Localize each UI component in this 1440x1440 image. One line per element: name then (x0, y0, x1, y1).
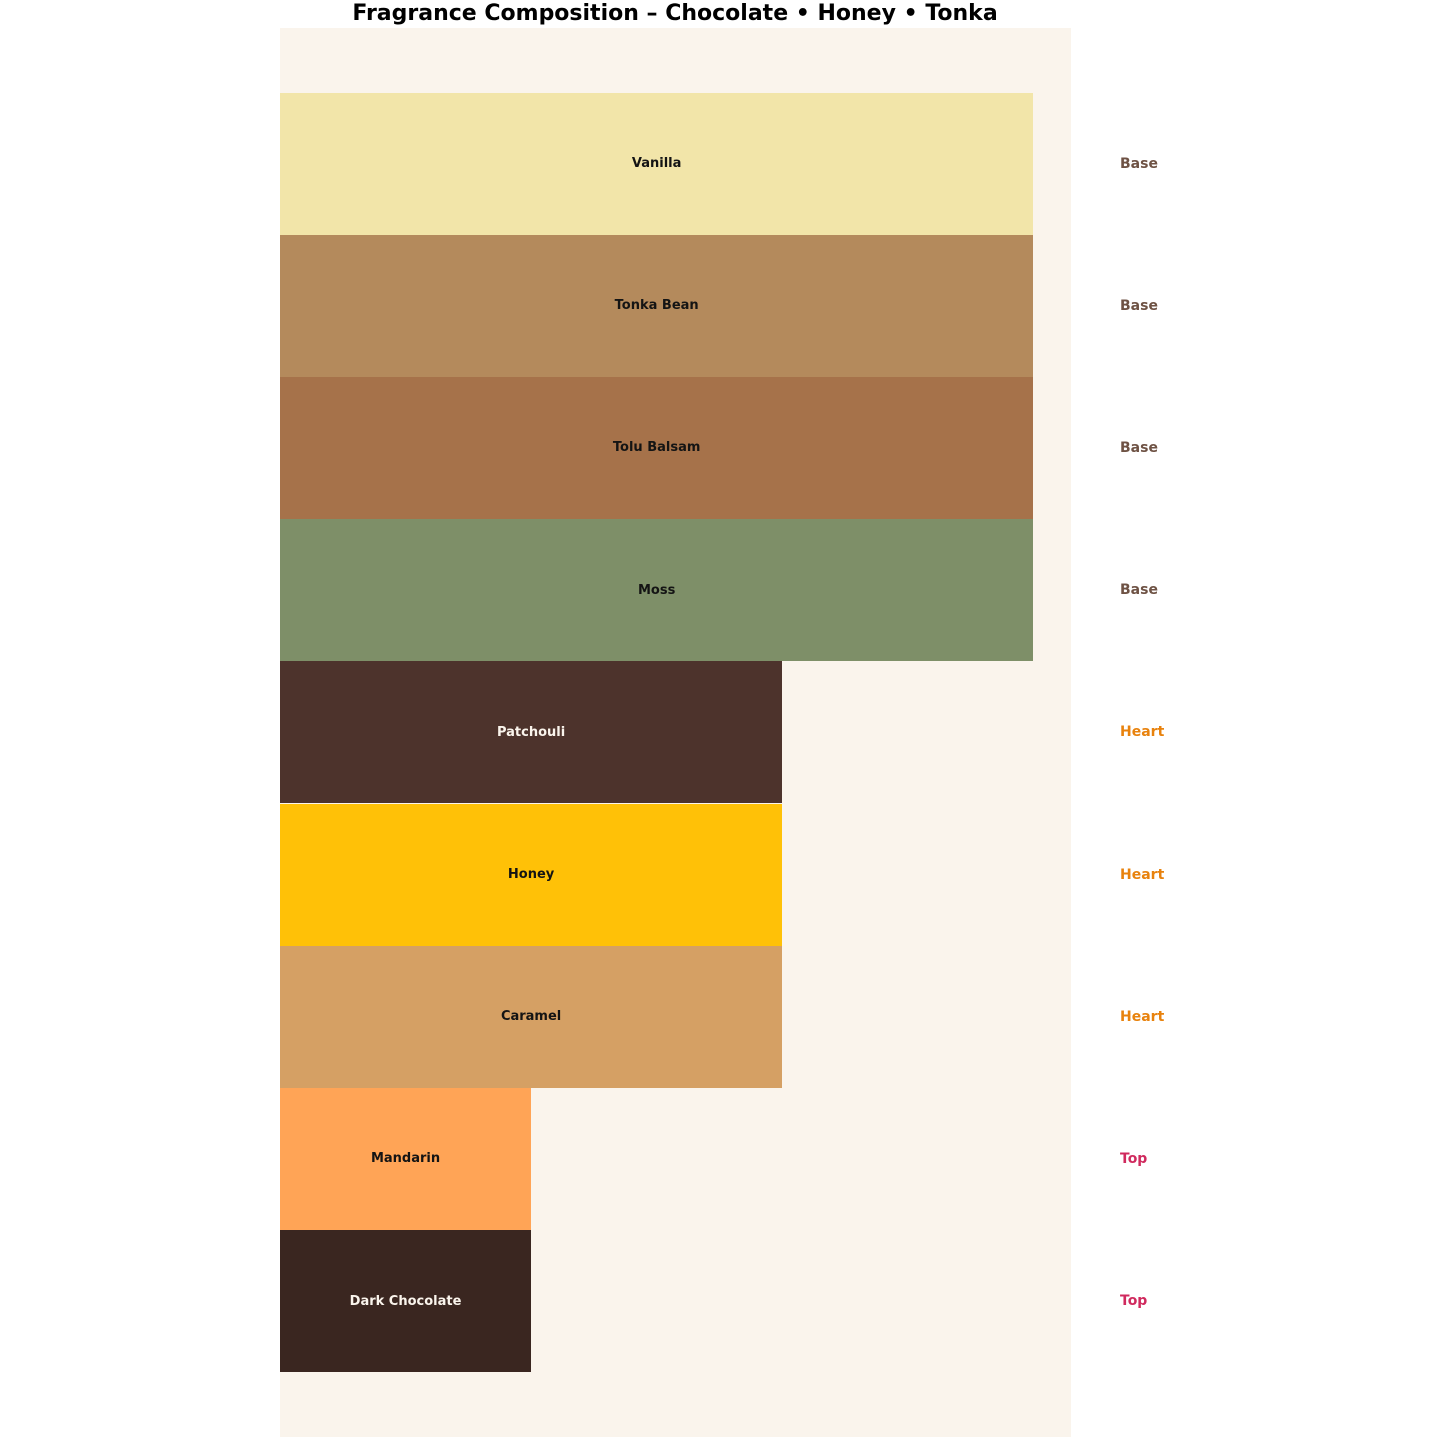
bar-label-moss: Moss (637, 582, 676, 598)
group-label-base-3: Base (1120, 582, 1158, 599)
group-label-heart-5: Heart (1120, 866, 1165, 883)
bar-mandarin: Mandarin (280, 1087, 532, 1231)
group-label-top-8: Top (1120, 1293, 1148, 1310)
chart-title: Fragrance Composition – Chocolate • Hone… (352, 1, 998, 26)
group-labels-column: Base Base Base Base Heart Heart Heart Top Top (1120, 0, 1440, 1440)
group-label-heart-4: Heart (1120, 724, 1165, 741)
bar-tolu-balsam: Tolu Balsam (280, 376, 1034, 520)
group-label-top-7: Top (1120, 1151, 1148, 1167)
bar-moss: Moss (280, 519, 1034, 662)
bar-label-honey: Honey (507, 867, 555, 883)
group-label-heart-6: Heart (1120, 1008, 1165, 1025)
group-label-base-2: Base (1120, 440, 1158, 456)
group-label-base-1: Base (1120, 297, 1158, 314)
bar-label-caramel: Caramel (500, 1009, 562, 1025)
bar-label-mandarin: Mandarin (370, 1151, 441, 1167)
plot-area: Vanilla Tonka Bean Tolu Balsam Moss Patchoul… (280, 28, 1071, 1437)
bar-label-patchouli: Patchouli (496, 724, 566, 740)
bar-honey: Honey (280, 803, 783, 946)
bar-label-dark-chocolate: Dark Chocolate (349, 1293, 462, 1309)
bar-label-tolu-balsam: Tolu Balsam (612, 440, 701, 456)
bar-vanilla: Vanilla (280, 92, 1034, 235)
bar-caramel: Caramel (280, 945, 783, 1088)
bar-tonka-bean: Tonka Bean (280, 234, 1034, 377)
bar-dark-chocolate: Dark Chocolate (280, 1230, 532, 1373)
group-label-base-0: Base (1120, 155, 1158, 172)
bar-label-tonka-bean: Tonka Bean (614, 298, 699, 314)
bar-patchouli: Patchouli (280, 661, 783, 804)
bar-label-vanilla: Vanilla (631, 156, 682, 172)
